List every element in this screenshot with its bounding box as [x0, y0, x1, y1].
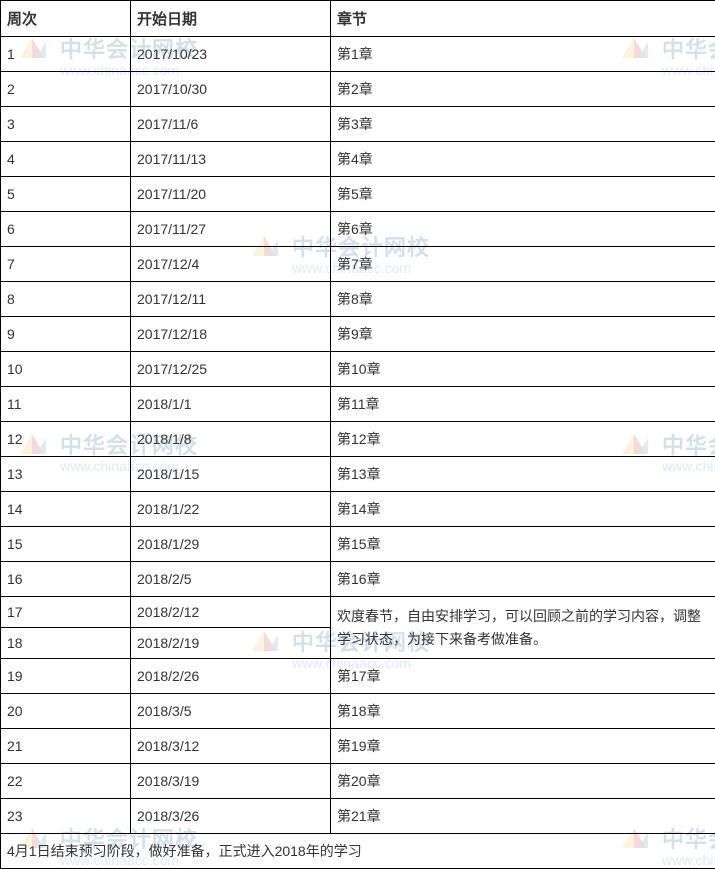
cell-date: 2017/11/13 — [131, 142, 331, 177]
cell-week: 2 — [1, 72, 131, 107]
cell-chapter: 第19章 — [331, 729, 715, 764]
cell-date: 2018/1/15 — [131, 457, 331, 492]
cell-date: 2017/12/11 — [131, 282, 331, 317]
cell-chapter: 第17章 — [331, 659, 715, 694]
table-row: 12017/10/23第1章 — [1, 37, 715, 72]
cell-chapter: 第5章 — [331, 177, 715, 212]
header-chapter: 章节 — [331, 1, 715, 37]
cell-chapter: 第1章 — [331, 37, 715, 72]
cell-chapter: 第3章 — [331, 107, 715, 142]
table-row: 112018/1/1第11章 — [1, 387, 715, 422]
table-row: 232018/3/26第21章 — [1, 799, 715, 834]
table-row: 122018/1/8第12章 — [1, 422, 715, 457]
cell-date: 2018/3/19 — [131, 764, 331, 799]
cell-week: 23 — [1, 799, 131, 834]
cell-date: 2018/2/26 — [131, 659, 331, 694]
cell-chapter: 第8章 — [331, 282, 715, 317]
cell-week: 20 — [1, 694, 131, 729]
table-body: 12017/10/23第1章22017/10/30第2章32017/11/6第3… — [1, 37, 715, 869]
cell-merged-note: 欢度春节，自由安排学习，可以回顾之前的学习内容，调整学习状态，为接下来备考做准备… — [331, 597, 715, 659]
table-row: 162018/2/5第16章 — [1, 562, 715, 597]
table-row: 142018/1/22第14章 — [1, 492, 715, 527]
cell-chapter: 第20章 — [331, 764, 715, 799]
table-row: 132018/1/15第13章 — [1, 457, 715, 492]
cell-chapter: 第18章 — [331, 694, 715, 729]
cell-chapter: 第10章 — [331, 352, 715, 387]
table-row: 32017/11/6第3章 — [1, 107, 715, 142]
cell-week: 3 — [1, 107, 131, 142]
cell-date: 2017/10/23 — [131, 37, 331, 72]
cell-week: 17 — [1, 597, 131, 628]
cell-date: 2017/11/20 — [131, 177, 331, 212]
cell-chapter: 第12章 — [331, 422, 715, 457]
table-row: 22017/10/30第2章 — [1, 72, 715, 107]
cell-week: 11 — [1, 387, 131, 422]
table-row: 92017/12/18第9章 — [1, 317, 715, 352]
cell-week: 12 — [1, 422, 131, 457]
table-row: 52017/11/20第5章 — [1, 177, 715, 212]
cell-date: 2017/11/27 — [131, 212, 331, 247]
cell-date: 2018/2/5 — [131, 562, 331, 597]
cell-date: 2017/10/30 — [131, 72, 331, 107]
table-row: 42017/11/13第4章 — [1, 142, 715, 177]
cell-week: 13 — [1, 457, 131, 492]
cell-date: 2018/1/29 — [131, 527, 331, 562]
cell-date: 2018/1/22 — [131, 492, 331, 527]
header-date: 开始日期 — [131, 1, 331, 37]
table-row: 192018/2/26第17章 — [1, 659, 715, 694]
cell-week: 19 — [1, 659, 131, 694]
table-row: 82017/12/11第8章 — [1, 282, 715, 317]
cell-week: 4 — [1, 142, 131, 177]
cell-chapter: 第2章 — [331, 72, 715, 107]
cell-chapter: 第11章 — [331, 387, 715, 422]
table-row: 222018/3/19第20章 — [1, 764, 715, 799]
table-header-row: 周次 开始日期 章节 — [1, 1, 715, 37]
cell-date: 2018/1/8 — [131, 422, 331, 457]
footer-note: 4月1日结束预习阶段，做好准备，正式进入2018年的学习 — [1, 834, 715, 869]
cell-week: 6 — [1, 212, 131, 247]
table-row: 172018/2/12欢度春节，自由安排学习，可以回顾之前的学习内容，调整学习状… — [1, 597, 715, 628]
cell-date: 2018/3/26 — [131, 799, 331, 834]
cell-week: 9 — [1, 317, 131, 352]
cell-date: 2018/1/1 — [131, 387, 331, 422]
header-week: 周次 — [1, 1, 131, 37]
cell-week: 8 — [1, 282, 131, 317]
table-row: 102017/12/25第10章 — [1, 352, 715, 387]
cell-week: 15 — [1, 527, 131, 562]
cell-date: 2017/12/25 — [131, 352, 331, 387]
cell-week: 16 — [1, 562, 131, 597]
table-row: 62017/11/27第6章 — [1, 212, 715, 247]
cell-week: 14 — [1, 492, 131, 527]
table-footer-row: 4月1日结束预习阶段，做好准备，正式进入2018年的学习 — [1, 834, 715, 869]
cell-week: 1 — [1, 37, 131, 72]
cell-chapter: 第7章 — [331, 247, 715, 282]
cell-week: 5 — [1, 177, 131, 212]
cell-week: 7 — [1, 247, 131, 282]
table-row: 152018/1/29第15章 — [1, 527, 715, 562]
table-row: 72017/12/4第7章 — [1, 247, 715, 282]
cell-date: 2018/3/5 — [131, 694, 331, 729]
cell-chapter: 第15章 — [331, 527, 715, 562]
cell-week: 18 — [1, 628, 131, 659]
cell-week: 10 — [1, 352, 131, 387]
cell-date: 2018/2/12 — [131, 597, 331, 628]
cell-week: 22 — [1, 764, 131, 799]
cell-chapter: 第14章 — [331, 492, 715, 527]
cell-date: 2017/12/18 — [131, 317, 331, 352]
cell-chapter: 第6章 — [331, 212, 715, 247]
cell-chapter: 第13章 — [331, 457, 715, 492]
cell-chapter: 第4章 — [331, 142, 715, 177]
cell-week: 21 — [1, 729, 131, 764]
cell-date: 2017/11/6 — [131, 107, 331, 142]
cell-date: 2018/3/12 — [131, 729, 331, 764]
cell-chapter: 第21章 — [331, 799, 715, 834]
cell-date: 2017/12/4 — [131, 247, 331, 282]
cell-chapter: 第9章 — [331, 317, 715, 352]
table-row: 212018/3/12第19章 — [1, 729, 715, 764]
table-row: 202018/3/5第18章 — [1, 694, 715, 729]
schedule-table: 周次 开始日期 章节 12017/10/23第1章22017/10/30第2章3… — [0, 0, 715, 869]
cell-chapter: 第16章 — [331, 562, 715, 597]
cell-date: 2018/2/19 — [131, 628, 331, 659]
